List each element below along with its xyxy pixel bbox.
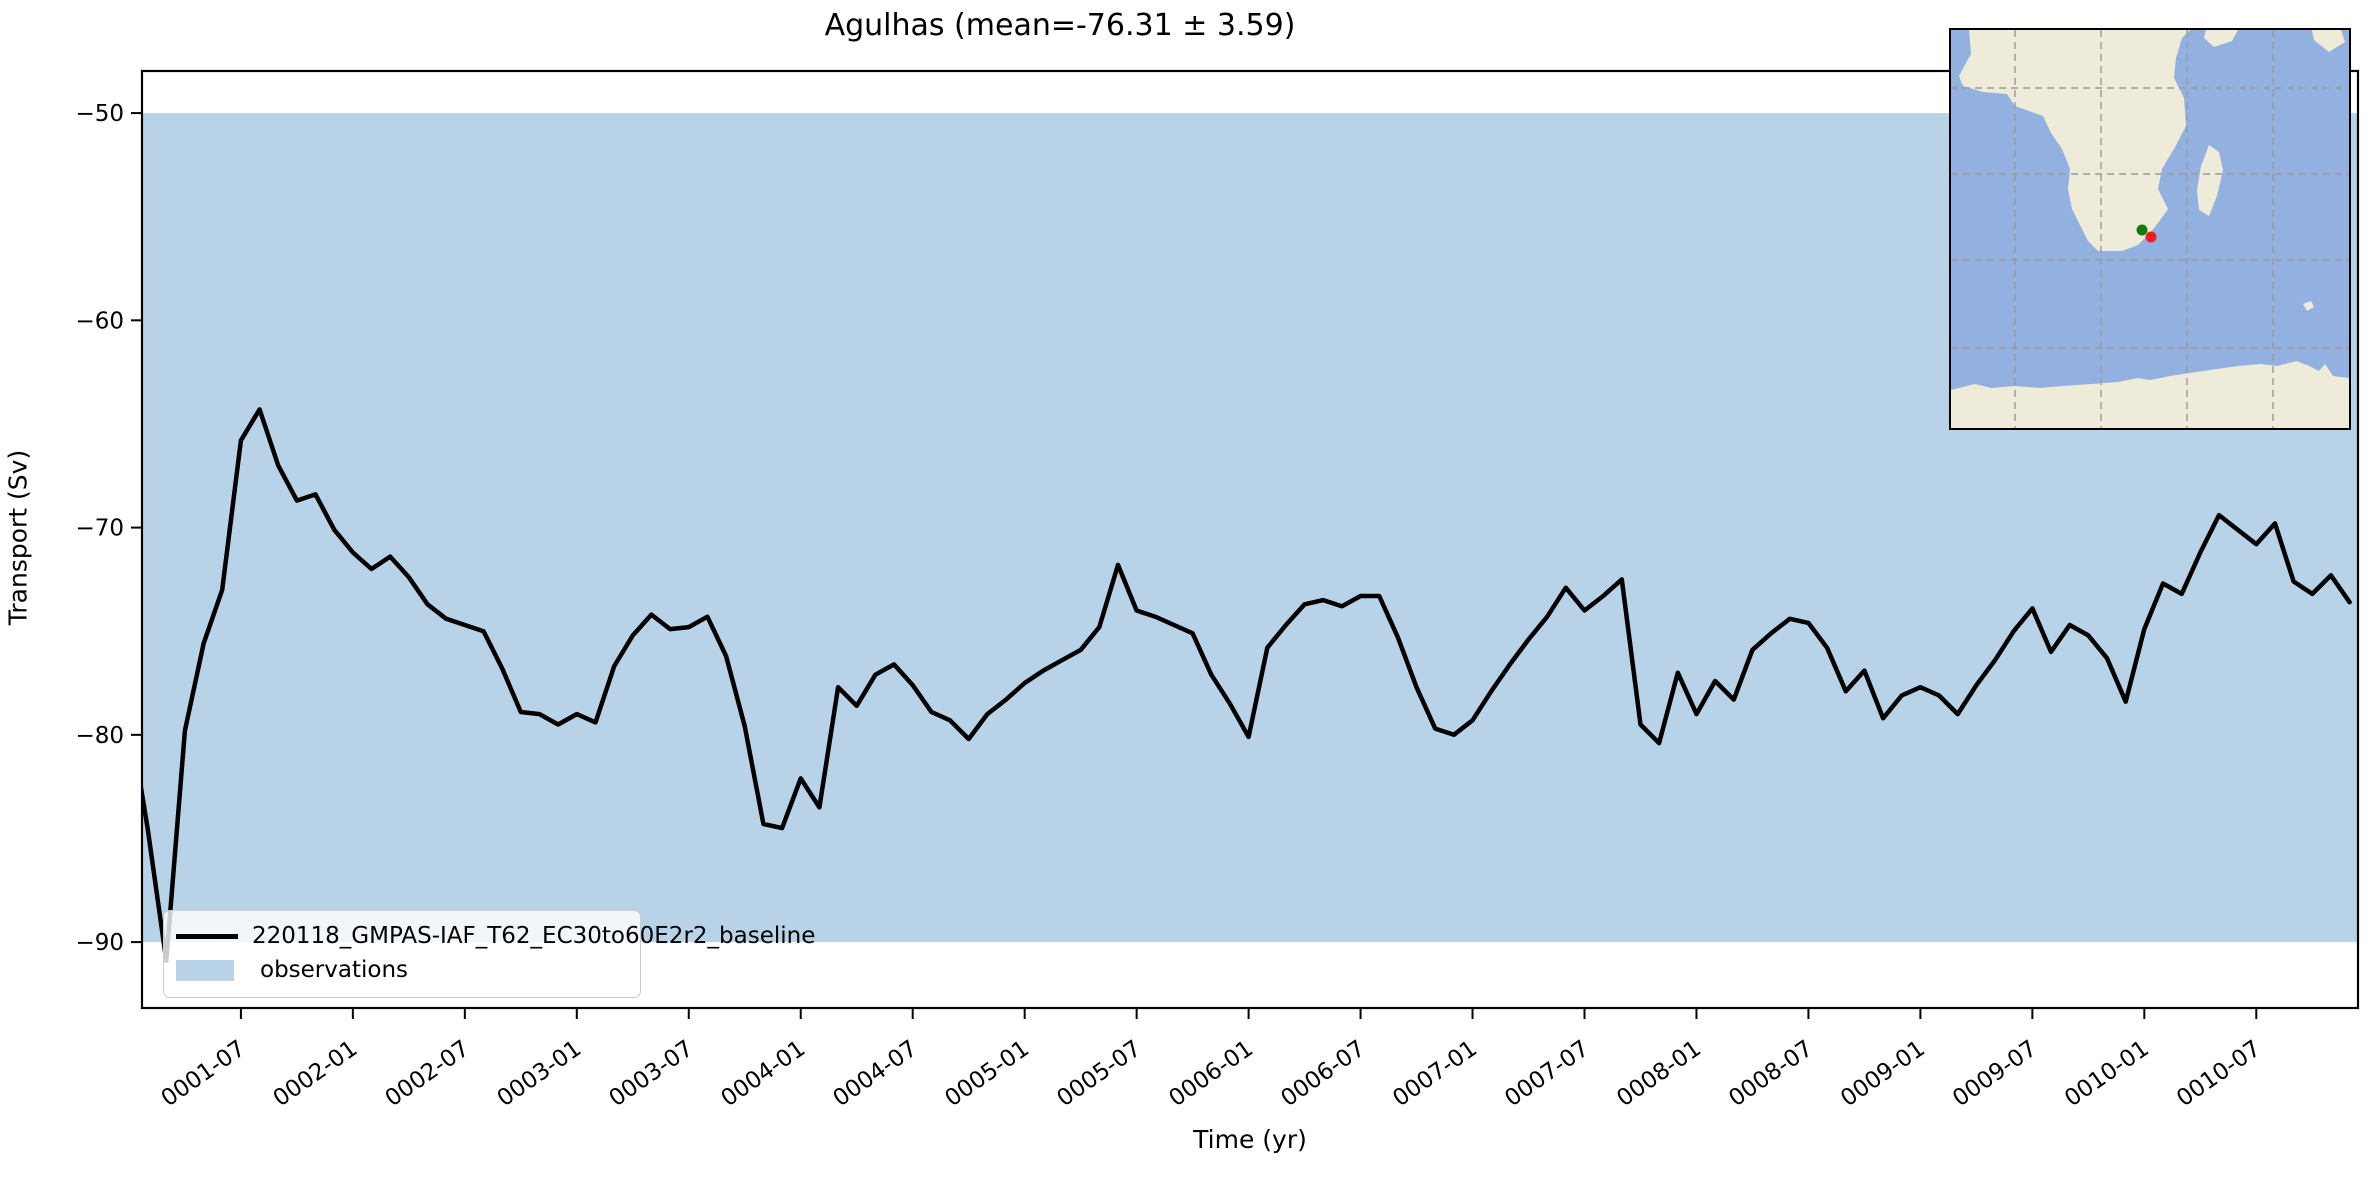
x-axis-tick-label: 0006-07 [1276, 1036, 1370, 1112]
x-axis-tick-label: 0005-01 [940, 1036, 1034, 1112]
x-axis-tick-label: 0007-07 [1500, 1036, 1594, 1112]
africa-landmass [1959, 30, 2190, 251]
map-markers [2136, 224, 2157, 243]
x-axis-tick-label: 0009-07 [1948, 1036, 2042, 1112]
legend-item-observations: observations [176, 953, 640, 987]
x-axis-tick-label: 0008-01 [1612, 1036, 1706, 1112]
page-title: Agulhas (mean=-76.31 ± 3.59) [0, 8, 2379, 43]
y-axis-tick-label: −90 [75, 930, 124, 956]
x-axis-tick-label: 0010-07 [2172, 1036, 2266, 1112]
madagascar-island [2197, 145, 2223, 216]
y-axis-tick-label: −60 [75, 308, 124, 334]
legend-item-model: 220118_GMPAS-IAF_T62_EC30to60E2r2_baseli… [176, 919, 815, 953]
x-axis-label: Time (yr) [1193, 1125, 1307, 1154]
northern-coast-fragment [2204, 30, 2238, 47]
section-marker-green [2136, 224, 2148, 236]
map-gridlines [1951, 30, 2349, 428]
inset-map-canvas [1951, 30, 2349, 428]
antarctica-coast [1951, 361, 2349, 428]
x-axis-tick-label: 0005-07 [1052, 1036, 1146, 1112]
x-axis-tick-label: 0006-01 [1164, 1036, 1258, 1112]
legend: 220118_GMPAS-IAF_T62_EC30to60E2r2_baseli… [163, 910, 815, 998]
x-axis-tick-label: 0002-01 [269, 1036, 363, 1112]
legend-swatch-cell [176, 933, 238, 939]
y-axis-tick-label: −70 [75, 516, 124, 542]
legend-label-observations: observations [260, 957, 409, 983]
observations-patch-swatch [176, 959, 234, 981]
corner-coast-fragment [2312, 30, 2345, 52]
legend-label-model: 220118_GMPAS-IAF_T62_EC30to60E2r2_baseli… [252, 923, 816, 949]
small-island [2303, 301, 2314, 311]
x-axis-tick-label: 0002-07 [381, 1036, 475, 1112]
section-marker-red [2145, 231, 2157, 243]
location-inset-map [1949, 28, 2351, 430]
y-axis-tick-label: −50 [75, 101, 124, 127]
y-axis-label: Transport (Sv) [3, 449, 33, 626]
x-axis-tick-label: 0003-07 [605, 1036, 699, 1112]
x-axis-tick-label: 0010-01 [2060, 1036, 2154, 1112]
x-axis-tick-label: 0001-07 [157, 1036, 251, 1112]
legend-swatch-cell [176, 959, 246, 981]
x-axis-tick-label: 0008-07 [1724, 1036, 1818, 1112]
x-axis-tick-label: 0003-01 [493, 1036, 587, 1112]
model-timeseries-line [142, 407, 2352, 963]
x-axis-tick-label: 0004-01 [717, 1036, 811, 1112]
y-axis-tick-label: −80 [75, 723, 124, 749]
x-axis-tick-label: 0004-07 [829, 1036, 923, 1112]
x-axis-tick-label: 0009-01 [1836, 1036, 1930, 1112]
model-line-swatch [176, 933, 238, 939]
x-axis-tick-label: 0007-01 [1388, 1036, 1482, 1112]
chart-title: Agulhas (mean=-76.31 ± 3.59) [824, 8, 1296, 43]
plot-border [140, 69, 2360, 1010]
